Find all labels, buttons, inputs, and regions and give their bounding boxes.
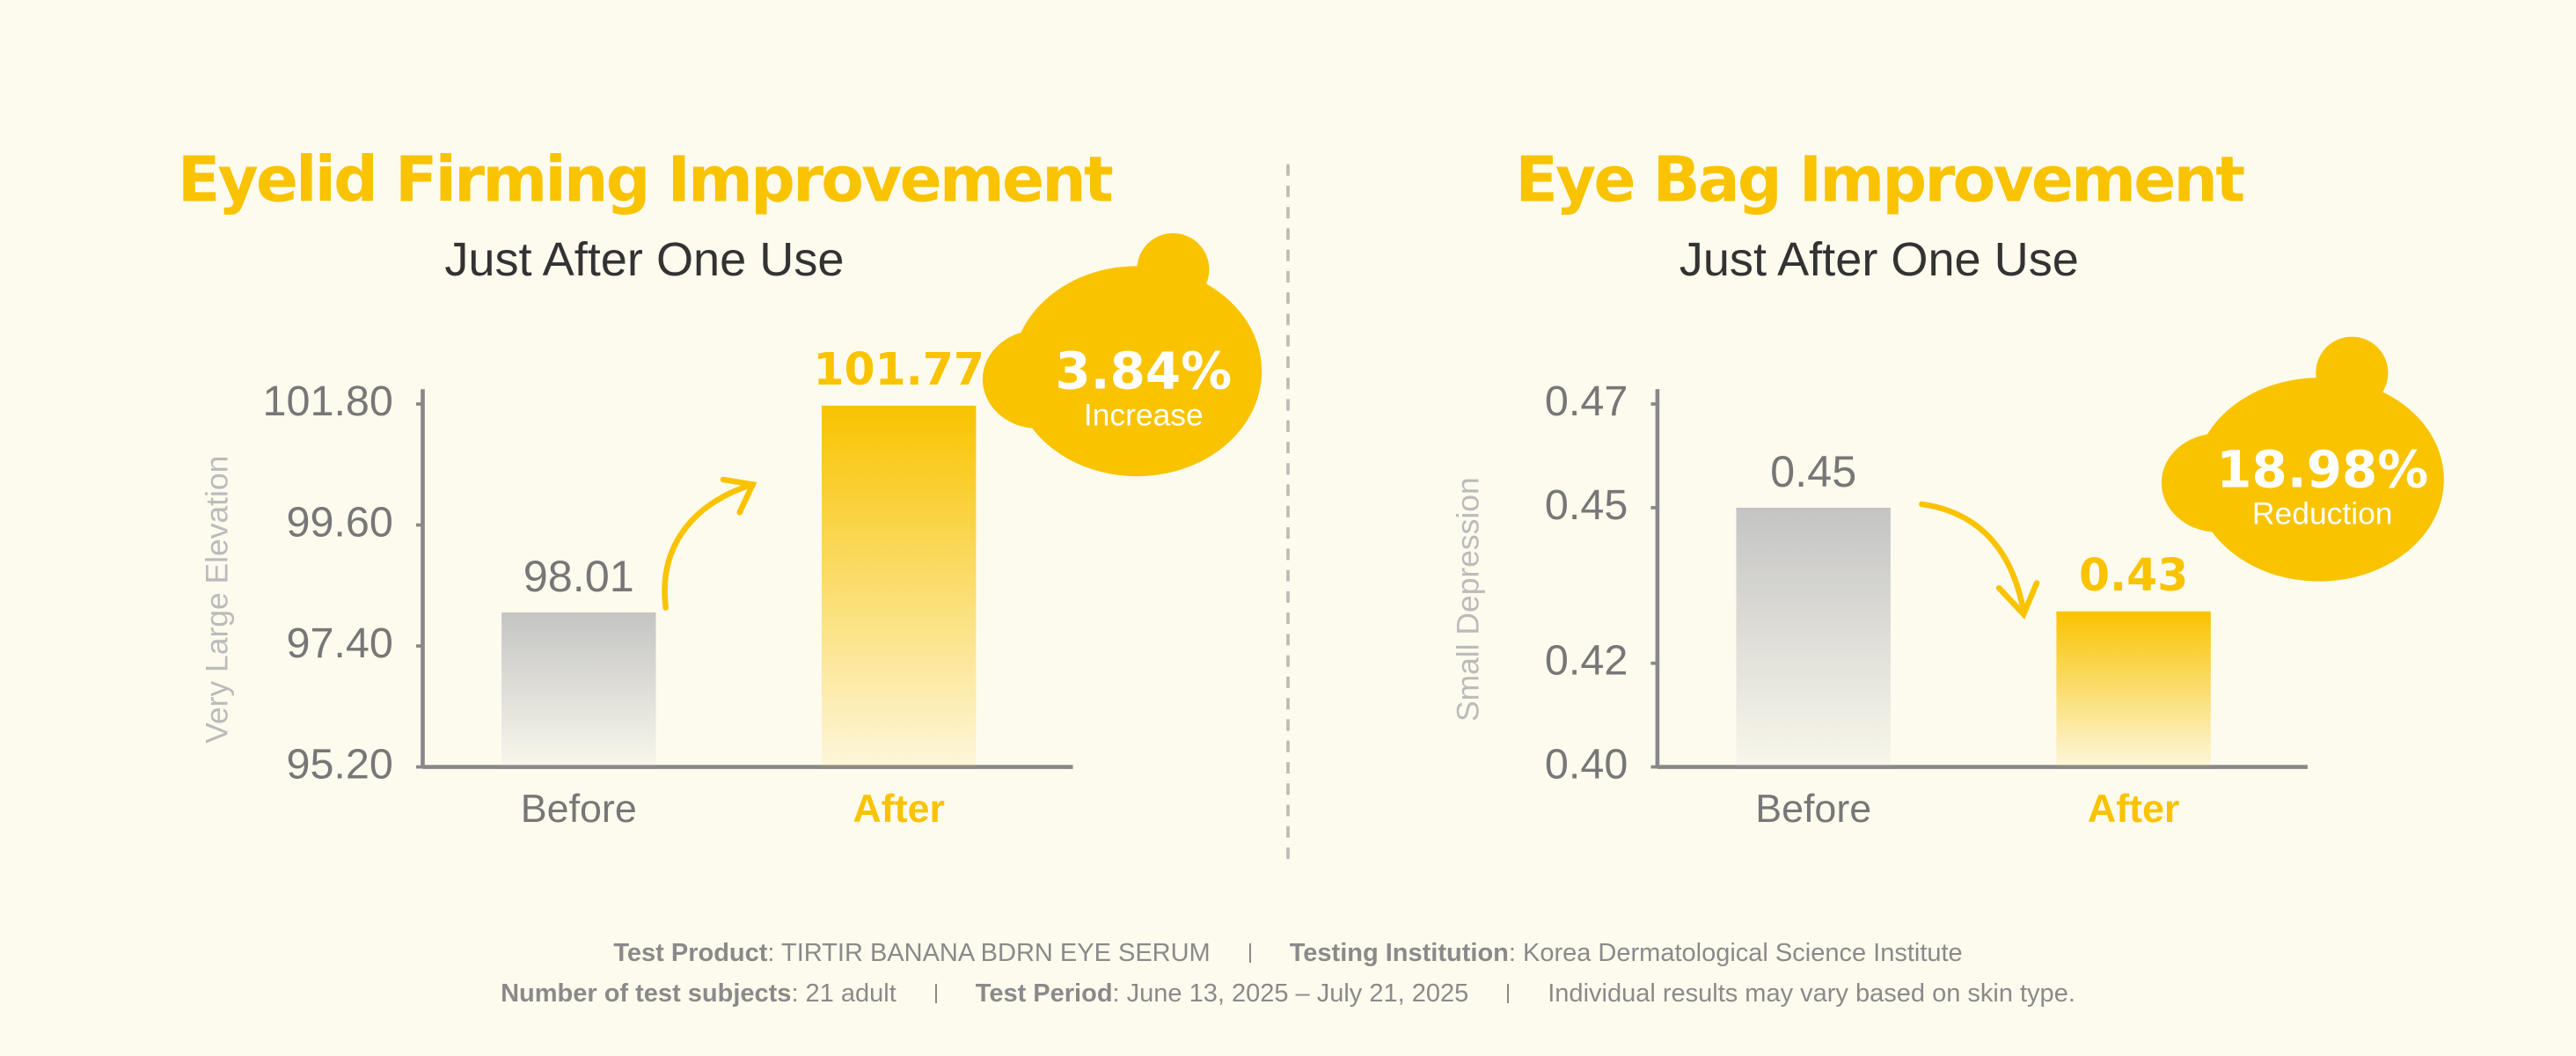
- footer-item: Test Product: TIRTIR BANANA BDRN EYE SER…: [613, 939, 1210, 968]
- footer-item: Individual results may vary based on ski…: [1548, 979, 2075, 1008]
- y-tick-label: 95.20: [286, 740, 392, 788]
- y-tick-label: 0.42: [1545, 637, 1628, 685]
- footer-label: Number of test subjects: [501, 979, 792, 1008]
- arrow: [1919, 501, 2040, 620]
- y-axis-label: Small Depression: [1451, 477, 1486, 722]
- x-tick-label: Before: [1755, 787, 1871, 831]
- bar: [821, 405, 977, 767]
- bar: [2056, 611, 2211, 767]
- bar: [501, 612, 656, 767]
- badge-value: 3.84%: [1055, 341, 1232, 401]
- y-tick-label: 99.60: [286, 498, 392, 546]
- badge-blob: [2161, 336, 2444, 582]
- footer-text: : TIRTIR BANANA BDRN EYE SERUM: [767, 938, 1211, 967]
- y-tick-label: 0.45: [1545, 481, 1628, 529]
- footer-item: Test Period: June 13, 2025 – July 21, 20…: [976, 979, 1468, 1008]
- chart-title: Eyelid Firming Improvement: [178, 143, 1113, 216]
- badge-blob: [982, 233, 1262, 477]
- y-tick-label: 0.47: [1545, 378, 1628, 425]
- x-tick-label: After: [2088, 787, 2180, 831]
- x-tick-label: Before: [521, 787, 637, 831]
- footer-item: Number of test subjects: 21 adult: [501, 979, 896, 1008]
- chart-title: Eye Bag Improvement: [1515, 143, 2244, 216]
- bar: [1736, 507, 1891, 767]
- footer-label: Test Period: [975, 979, 1113, 1008]
- footer-text: : 21 adult: [791, 979, 896, 1008]
- chart-subtitle: Just After One Use: [1680, 233, 2079, 286]
- badge-label: Increase: [1084, 397, 1204, 432]
- separator: [934, 984, 937, 1003]
- value-label: 101.77: [813, 343, 984, 395]
- footer-text: : Korea Dermatological Science Institute: [1508, 938, 1963, 967]
- footer-text: Individual results may vary based on ski…: [1548, 979, 2075, 1008]
- chart-subtitle: Just After One Use: [444, 233, 844, 286]
- footer-line: Test Product: TIRTIR BANANA BDRN EYE SER…: [0, 933, 2576, 973]
- y-tick-label: 97.40: [286, 620, 392, 667]
- footer-text: : June 13, 2025 – July 21, 2025: [1112, 979, 1469, 1008]
- arrow: [662, 476, 757, 611]
- separator: [1507, 984, 1510, 1003]
- value-label: 98.01: [523, 551, 634, 601]
- y-axis-label: Very Large Elevation: [199, 456, 234, 744]
- footer-label: Testing Institution: [1289, 938, 1509, 967]
- footer: Test Product: TIRTIR BANANA BDRN EYE SER…: [0, 933, 2576, 1014]
- value-label: 0.45: [1770, 446, 1856, 496]
- footer-line: Number of test subjects: 21 adult Test Pe…: [0, 973, 2576, 1014]
- footer-item: Testing Institution: Korea Dermatologica…: [1290, 939, 1963, 968]
- y-tick-label: 0.40: [1545, 740, 1628, 788]
- y-tick-label: 101.80: [263, 378, 393, 425]
- x-tick-label: After: [853, 787, 945, 831]
- badge-value: 18.98%: [2216, 440, 2428, 500]
- separator: [1248, 943, 1251, 963]
- footer-label: Test Product: [613, 938, 768, 967]
- value-label: 0.43: [2079, 549, 2188, 601]
- badge-label: Reduction: [2252, 495, 2393, 531]
